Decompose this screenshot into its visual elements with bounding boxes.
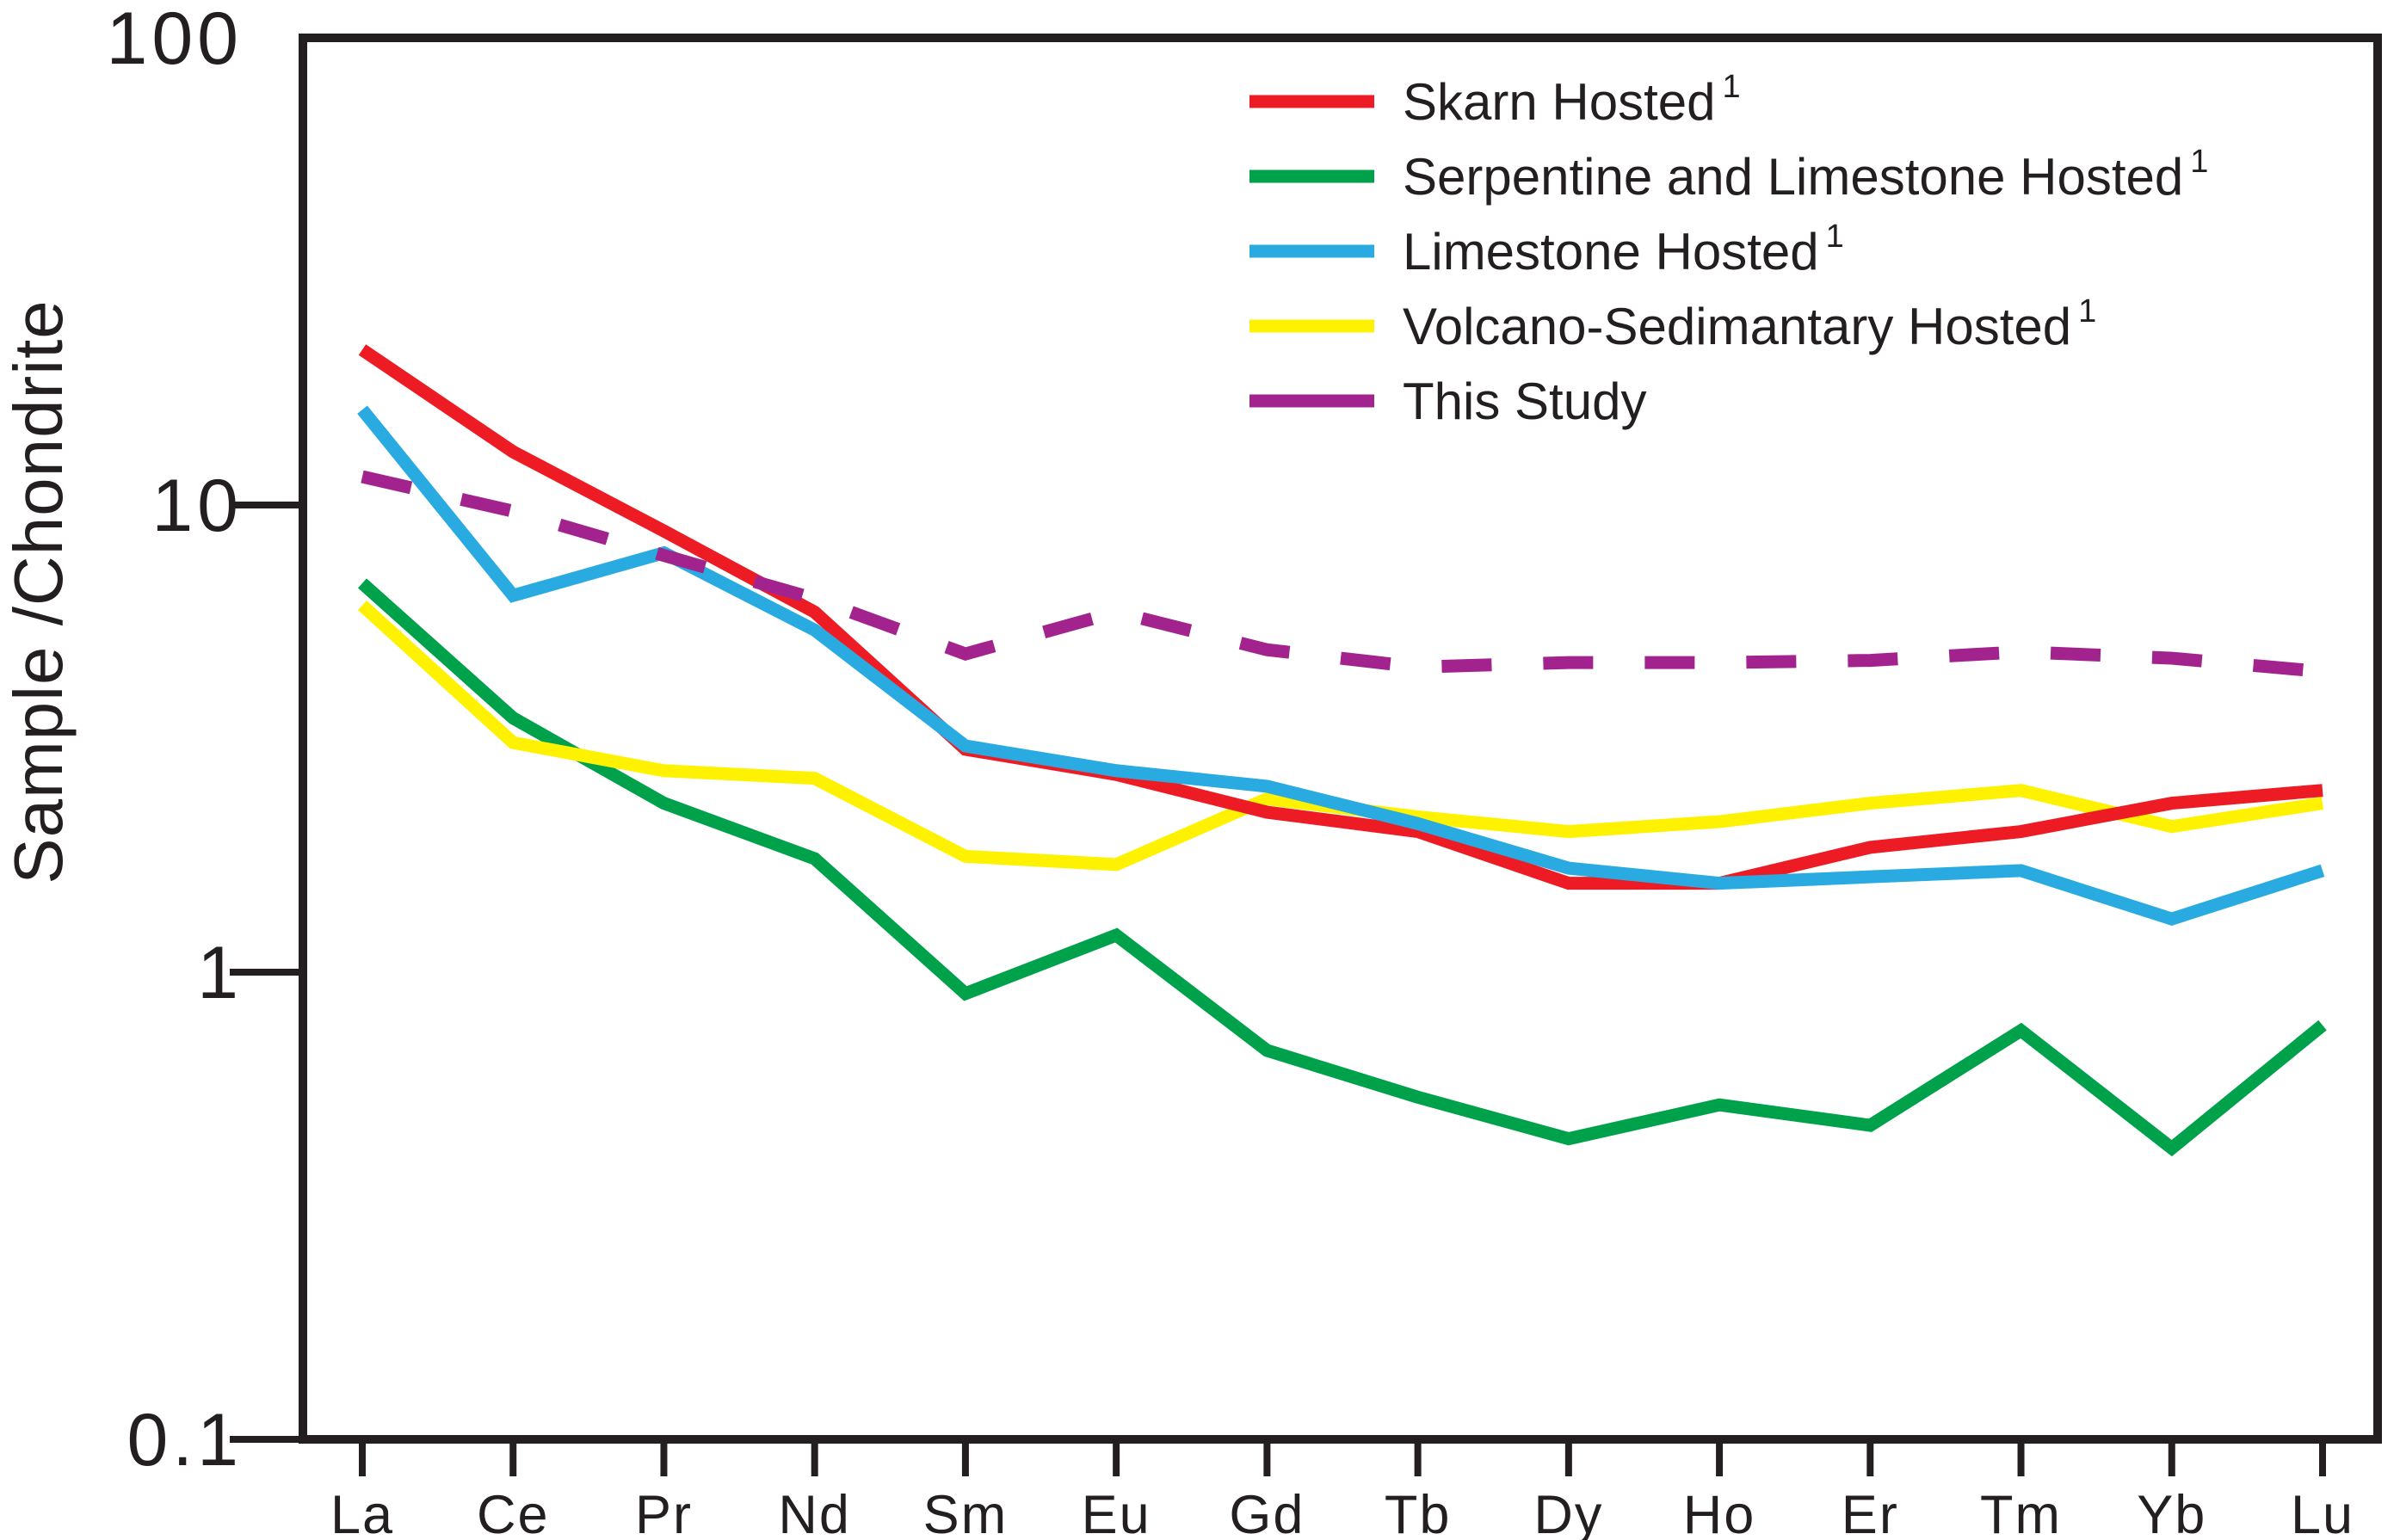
x-tick-label-ce: Ce: [477, 1485, 550, 1540]
legend-label-skarn-hosted: Skarn Hosted 1: [1403, 69, 1741, 131]
x-tick-label-ho: Ho: [1683, 1485, 1756, 1540]
y-tick-label: 1: [197, 932, 243, 1014]
x-tick-label-eu: Eu: [1082, 1485, 1151, 1540]
x-tick-label-tm: Tm: [1980, 1485, 2062, 1540]
x-tick-label-sm: Sm: [923, 1485, 1009, 1540]
legend-footnote-marker: 1: [1826, 219, 1844, 255]
x-tick-label-tb: Tb: [1385, 1485, 1452, 1540]
series-line-skarn-hosted: [358, 344, 2323, 890]
series-line-serpentine-and-limestone-hosted: [358, 578, 2327, 1157]
x-tick-label-er: Er: [1842, 1485, 1899, 1540]
legend-footnote-marker: 1: [2190, 144, 2208, 180]
x-tick-label-la: La: [330, 1485, 394, 1540]
x-tick-label-dy: Dy: [1533, 1485, 1603, 1540]
legend-label-volcano-sedimantary-hosted: Volcano-Sedimantary Hosted 1: [1403, 293, 2096, 355]
x-tick-label-yb: Yb: [2137, 1485, 2206, 1540]
x-tick-label-gd: Gd: [1229, 1485, 1305, 1540]
y-tick-label: 10: [151, 465, 243, 547]
plot-frame: [299, 34, 2382, 1444]
series-line-this-study: [361, 470, 2323, 679]
legend-footnote-marker: 1: [1723, 69, 1741, 105]
x-tick-label-lu: Lu: [2291, 1485, 2354, 1540]
y-tick-label: 100: [107, 0, 244, 80]
legend-footnote-marker: 1: [2078, 293, 2096, 330]
legend-label-this-study: This Study: [1403, 373, 1646, 430]
x-tick-label-pr: Pr: [635, 1485, 693, 1540]
y-tick-label: 0.1: [126, 1399, 243, 1481]
x-tick-label-nd: Nd: [778, 1485, 851, 1540]
legend-label-serpentine-and-limestone-hosted: Serpentine and Limestone Hosted 1: [1403, 144, 2208, 206]
legend-label-limestone-hosted: Limestone Hosted 1: [1403, 219, 1844, 280]
y-axis-title: Sample /Chondrite: [0, 299, 77, 884]
